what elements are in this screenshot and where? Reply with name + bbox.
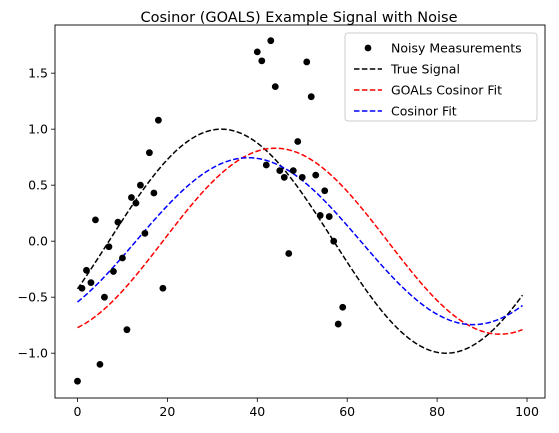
legend-label: Cosinor Fit bbox=[391, 104, 457, 119]
scatter-point bbox=[101, 293, 108, 301]
scatter-point bbox=[105, 243, 113, 251]
scatter-point bbox=[137, 181, 144, 189]
x-tick-label: 20 bbox=[159, 404, 175, 419]
legend-label: GOALs Cosinor Fit bbox=[391, 83, 502, 98]
scatter-point bbox=[123, 326, 131, 334]
scatter-point bbox=[258, 57, 266, 65]
scatter-point bbox=[132, 199, 140, 207]
scatter-point bbox=[128, 194, 135, 201]
scatter-point bbox=[146, 149, 153, 157]
scatter-point bbox=[154, 116, 162, 124]
scatter-point bbox=[325, 213, 333, 220]
scatter-point bbox=[298, 173, 306, 181]
scatter-point bbox=[307, 93, 315, 101]
scatter-point bbox=[110, 268, 117, 275]
scatter-point bbox=[114, 218, 122, 226]
scatter-point bbox=[141, 229, 149, 237]
y-tick-label: −1.0 bbox=[18, 346, 48, 361]
scatter-point bbox=[330, 237, 338, 245]
x-axis: 0 20 40 60 80 100 bbox=[74, 398, 539, 419]
scatter-point bbox=[339, 303, 347, 311]
scatter-point bbox=[312, 171, 320, 179]
series-line-0 bbox=[76, 128, 524, 354]
x-tick-label: 40 bbox=[249, 404, 265, 419]
scatter-point bbox=[267, 37, 275, 45]
scatter-point bbox=[78, 284, 86, 292]
x-tick-label: 60 bbox=[339, 404, 355, 419]
scatter-point bbox=[271, 83, 279, 91]
legend-label: True Signal bbox=[390, 62, 460, 77]
y-tick-label: 0.5 bbox=[28, 178, 48, 193]
y-tick-label: 1.0 bbox=[28, 122, 48, 137]
x-tick-label: 100 bbox=[515, 404, 539, 419]
scatter-point bbox=[150, 189, 158, 197]
scatter-point bbox=[96, 361, 104, 368]
scatter-point bbox=[289, 167, 297, 175]
scatter-point bbox=[316, 212, 324, 219]
scatter-point bbox=[92, 216, 99, 224]
y-tick-label: 0.0 bbox=[28, 234, 48, 249]
scatter-point bbox=[276, 167, 284, 175]
scatter-point bbox=[280, 173, 288, 181]
scatter-point bbox=[321, 187, 329, 195]
plot-frame bbox=[54, 24, 546, 399]
legend-marker-scatter bbox=[364, 44, 372, 52]
scatter-point bbox=[119, 254, 126, 262]
scatter-point bbox=[303, 58, 311, 66]
y-tick-label: 1.5 bbox=[28, 66, 48, 81]
plot-points bbox=[74, 37, 347, 385]
scatter-point bbox=[83, 266, 90, 274]
x-tick-label: 0 bbox=[74, 404, 82, 419]
scatter-point bbox=[262, 161, 270, 169]
scatter-point bbox=[87, 279, 95, 287]
legend-box bbox=[344, 32, 538, 122]
x-tick-label: 80 bbox=[429, 404, 445, 419]
scatter-point bbox=[159, 284, 167, 292]
scatter-point bbox=[334, 320, 342, 328]
scatter-point bbox=[285, 250, 293, 257]
scatter-point bbox=[74, 377, 81, 385]
scatter-point bbox=[294, 138, 302, 145]
plot-curves bbox=[76, 128, 524, 354]
chart-title: Cosinor (GOALS) Example Signal with Nois… bbox=[141, 10, 458, 26]
series-line-2 bbox=[77, 156, 523, 326]
series-line-1 bbox=[77, 147, 523, 335]
y-axis: −1.0 −0.5 0.0 0.5 1.0 1.5 bbox=[18, 66, 55, 361]
scatter-point bbox=[253, 48, 261, 56]
legend: Noisy Measurements True Signal GOALs Cosin… bbox=[344, 32, 538, 122]
y-tick-label: −0.5 bbox=[18, 290, 48, 305]
legend-label: Noisy Measurements bbox=[391, 41, 522, 56]
